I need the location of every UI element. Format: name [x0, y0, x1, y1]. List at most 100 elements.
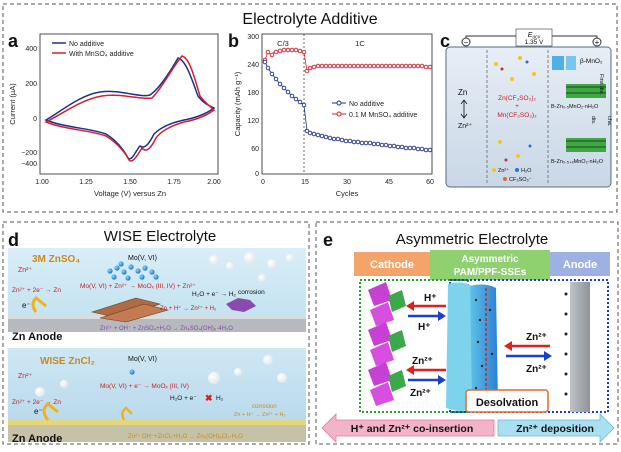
panel-e-anode-label: Anode [563, 259, 597, 271]
panel-d-top-hydrogen: Zn + H⁺ → Zn²⁺ + H₂ [160, 305, 217, 312]
panel-e-frame [315, 221, 619, 445]
panel-c-salt-plus: + [515, 103, 519, 110]
panel-d-top-scene: 3M ZnSO₄ Mo(V, VI) Zn²⁺ Mo(V, VI) + Zn²⁺… [8, 248, 306, 343]
panel-b-markers-no-additive [262, 59, 433, 153]
panel-e-zn2-left-bottom: Zn²⁺ [410, 388, 431, 399]
panel-e-anode-box [550, 252, 610, 276]
panel-b-capacity-plot: C/3 1C 300 240 180 120 60 0 0 15 30 45 6… [233, 33, 434, 198]
panel-d-frame [2, 221, 310, 445]
panel-b-letter: b [228, 31, 239, 51]
panel-b-y-tick: 180 [247, 90, 259, 97]
panel-e-zn-arrows-left [406, 365, 446, 385]
panel-e-cathode-crystal [368, 282, 406, 406]
panel-c-cha: cha. [606, 116, 612, 127]
panel-a-y-tick: 200 [25, 81, 37, 88]
panel-c-beta-mno2-label: β-MnO₂ [580, 58, 603, 65]
panel-d-bottom-mo: Mo(V, VI) [128, 356, 157, 363]
panel-e-h-plus-top: H⁺ [424, 293, 437, 304]
panel-d-bottom-anode-label: Zn Anode [12, 433, 62, 445]
panel-e-zn2-right-bottom: Zn²⁺ [526, 364, 547, 375]
panel-a-cv-plot: 400 200 0 −200 −400 1.00 1.25 1.50 1.75 … [8, 33, 221, 198]
panel-e-zn2-left-top: Zn²⁺ [412, 356, 433, 367]
panel-e-zn-arrows-right [504, 341, 552, 361]
panel-c-legend-cf3: CF₃SO₃⁻ [509, 177, 532, 183]
panel-c-phase2-crystal [566, 138, 606, 152]
panel-c-phase2-label: B-Zn₀.₅₊ₓMnO₂·nH₂O [551, 159, 604, 165]
panel-d-title: WISE Electrolyte [104, 228, 217, 245]
panel-d-top-electron-arrow [31, 295, 47, 313]
panel-d-bottom-zn2: Zn²⁺ [18, 373, 33, 380]
panel-b-x-tick: 0 [261, 179, 265, 186]
panel-d-letter: d [8, 230, 19, 250]
panel-c-legend-zn-dot [492, 168, 496, 172]
panel-c-legend-h2o: H₂O [521, 168, 532, 174]
panel-b-x-tick: 45 [385, 179, 393, 186]
panel-a-y-tick: −400 [21, 161, 37, 168]
panel-c-voltage-box [515, 28, 553, 47]
panel-c-beta-mno2-crystal [552, 56, 576, 70]
panel-d-top-reaction1: Mo(V, VI) + Zn²⁺ → MoOₓ (III, IV) + Zn²⁺ [80, 283, 196, 290]
panel-b-legend-marker-with-additive [336, 111, 342, 117]
panel-c-electrolyte-molecules [494, 56, 536, 162]
panel-d-bottom-h2: H₂ [216, 395, 224, 402]
panel-b-rate-label-c3: C/3 [277, 39, 289, 48]
panel-c-legend-zn: Zn²⁺ [498, 167, 509, 174]
panel-e-middle-box [430, 250, 550, 280]
panel-b-y-tick: 60 [251, 146, 259, 153]
panel-d-bottom-corrosion: corrosion [252, 404, 277, 410]
panel-c-dis: dis. [590, 116, 596, 125]
panel-b-y-tick: 0 [255, 171, 259, 178]
panel-b-x-tick: 60 [426, 179, 434, 186]
panel-d-top-bubbles [209, 252, 294, 282]
panel-a-x-ticks: 1.00 1.25 1.50 1.75 2.00 [35, 179, 221, 186]
panel-c-plus-sign: + [595, 38, 600, 47]
panel-e-co-insertion-label: H⁺ and Zn²⁺ co-insertion [351, 423, 474, 435]
panel-d-bottom-electron: e⁻ [34, 407, 43, 416]
panel-d-top-electron: e⁻ [22, 301, 31, 310]
panel-d-top-zn-eq: Zn²⁺ + 2e⁻ → Zn [12, 287, 61, 294]
panel-a-y-ticks: 400 200 0 −200 −400 [21, 46, 37, 168]
panel-a-y-tick: 0 [33, 116, 37, 123]
panel-b-y-tick: 300 [247, 34, 259, 41]
panel-d-top-mo: Mo(V, VI) [128, 255, 157, 262]
panel-e-title: Asymmetric Electrolyte [396, 231, 549, 248]
panel-b-rate-label-1c: 1C [355, 39, 365, 48]
panel-a-curve-with-additive [44, 55, 216, 162]
panel-e-deposition-arrow [497, 413, 615, 443]
panel-c-phase1-label: B-Zn₀.₅MnO₂·nH₂O [551, 104, 599, 110]
panel-b-plot-frame [261, 33, 433, 175]
panel-d-bottom-electrolyte: WISE ZnCl₂ [40, 356, 95, 367]
panel-d-bottom-bubbles [35, 355, 287, 397]
panel-d-top-electrolyte: 3M ZnSO₄ [32, 254, 80, 265]
panel-c-phase1-crystal [566, 84, 606, 98]
panel-e-letter: e [323, 230, 333, 250]
panel-b-x-tick: 15 [301, 179, 309, 186]
panel-e-desolvation-label: Desolvation [476, 397, 539, 409]
panel-e-desolvation-box [465, 389, 549, 413]
panel-e-anode-bar [570, 282, 590, 412]
panel-e-deposition-label: Zn²⁺ deposition [516, 423, 594, 435]
top-section-title: Electrolyte Additive [242, 11, 377, 28]
panel-e-zn2-right-top: Zn²⁺ [526, 332, 547, 343]
panel-c-cell-schematic: Eocv 1.35 V − + Zn Zn²⁺ Zn(CF₃SO₃)₂ + Mn… [445, 28, 612, 188]
top-section-frame [2, 3, 618, 213]
panel-b-x-label: Cycles [336, 189, 359, 198]
panel-d-top-corrosion: corrosion [238, 289, 265, 296]
panel-b-x-ticks: 0 15 30 45 60 [261, 179, 434, 186]
panel-a-x-tick: 2.00 [207, 179, 221, 186]
panel-a-x-label: Voltage (V) versus Zn [94, 189, 166, 198]
panel-e-sse-membrane [446, 282, 498, 411]
panel-d-bottom-corrosion-eq: Zn + H⁺ → Zn²⁺ + H₂ [234, 411, 286, 418]
panel-d-top-zn2: Zn²⁺ [18, 267, 33, 274]
panel-e-co-insertion-arrow [321, 413, 495, 443]
panel-d-bottom-zn-eq: Zn²⁺ + 2e⁻ → Zn [12, 399, 61, 406]
panel-d-top-h2o: H₂O + e⁻ → H₂ [192, 291, 237, 298]
panel-c-minus-sign: − [464, 38, 469, 47]
panel-c-legend-h2o-dot [515, 168, 519, 172]
panel-b-legend-marker-no-additive [336, 100, 342, 106]
panel-e-deposition-word: deposition [538, 423, 594, 435]
panel-c-legend-cf3-dot [503, 177, 507, 181]
panel-e-h-arrows [406, 301, 446, 321]
panel-e-deposition-ion: Zn²⁺ [516, 423, 538, 435]
